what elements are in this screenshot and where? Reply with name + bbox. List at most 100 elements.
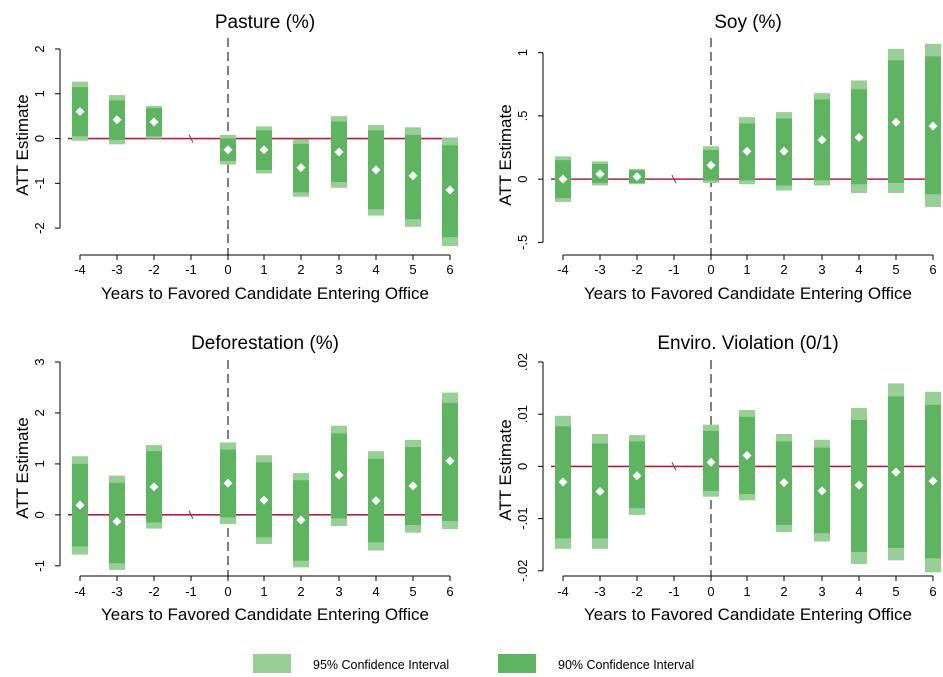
panel-enviro-violation: Enviro. Violation (0/1) ATT Estimate Yea… <box>496 333 941 624</box>
point-estimate <box>891 467 901 477</box>
x-tick-label: 2 <box>780 262 787 277</box>
point-estimate <box>779 478 789 488</box>
plot-area: -1 0 1 2 3 -4 -3 -2 -1 0 1 2 3 4 5 6 <box>32 358 458 599</box>
point-estimate <box>75 500 85 510</box>
y-tick-label: 2 <box>32 45 47 52</box>
x-tick-label: 2 <box>297 262 304 277</box>
point-estimate <box>334 147 344 157</box>
y-tick-label: 1 <box>515 49 530 56</box>
y-tick-label: 1 <box>32 90 47 97</box>
y-tick-label: 2 <box>32 409 47 416</box>
point-estimate <box>445 456 455 466</box>
y-tick-label: 0 <box>515 463 530 470</box>
point-estimate <box>595 486 605 496</box>
x-tick-label: 5 <box>892 262 899 277</box>
point-estimate <box>817 135 827 145</box>
y-axis-label: ATT Estimate <box>13 94 32 195</box>
x-tick-label: -4 <box>557 584 569 599</box>
y-axis-label: ATT Estimate <box>496 419 515 520</box>
point-estimate <box>445 185 455 195</box>
y-tick-label: -.5 <box>515 235 530 250</box>
x-tick-label: 3 <box>335 584 342 599</box>
omitted-period-mark <box>188 510 194 520</box>
legend-label-90: 90% Confidence Interval <box>558 658 694 672</box>
x-tick-label: 6 <box>446 584 453 599</box>
point-estimate <box>334 470 344 480</box>
y-tick-label: -.01 <box>515 507 530 529</box>
x-tick-label: 0 <box>707 262 714 277</box>
x-tick-label: 6 <box>929 262 936 277</box>
point-estimate <box>149 482 159 492</box>
x-tick-label: -1 <box>185 262 197 277</box>
legend: 95% Confidence Interval 90% Confidence I… <box>253 654 694 673</box>
point-estimate <box>928 121 938 131</box>
x-tick-label: 0 <box>224 584 231 599</box>
point-estimate <box>742 450 752 460</box>
legend-swatch-95 <box>253 654 291 673</box>
x-tick-label: 6 <box>446 262 453 277</box>
omitted-period-mark <box>671 174 677 184</box>
point-estimate <box>296 163 306 173</box>
point-estimate <box>558 174 568 184</box>
x-tick-label: 3 <box>335 262 342 277</box>
legend-swatch-90 <box>498 654 536 673</box>
y-tick-label: 0 <box>32 135 47 142</box>
x-tick-label: 4 <box>372 262 379 277</box>
x-tick-label: -4 <box>557 262 569 277</box>
x-tick-label: -2 <box>148 262 160 277</box>
y-tick-label: .01 <box>515 405 530 423</box>
y-tick-label: -1 <box>32 560 47 572</box>
x-tick-label: 4 <box>372 584 379 599</box>
x-tick-label: 4 <box>855 584 862 599</box>
legend-label-95: 95% Confidence Interval <box>313 658 449 672</box>
y-tick-label: -1 <box>32 178 47 190</box>
point-estimate <box>779 146 789 156</box>
panel-title: Pasture (%) <box>215 12 315 33</box>
point-estimate <box>259 495 269 505</box>
panel-deforestation: Deforestation (%) ATT Estimate Years to … <box>13 333 458 624</box>
point-estimate <box>891 117 901 127</box>
x-tick-label: 5 <box>409 262 416 277</box>
x-tick-label: 1 <box>260 262 267 277</box>
x-tick-label: 1 <box>260 584 267 599</box>
x-tick-label: -4 <box>74 262 86 277</box>
point-estimate <box>112 516 122 526</box>
x-tick-label: 3 <box>818 584 825 599</box>
y-tick-label: 3 <box>32 358 47 365</box>
x-tick-label: -3 <box>594 262 606 277</box>
panel-title: Deforestation (%) <box>191 333 339 354</box>
x-tick-label: -3 <box>111 584 123 599</box>
point-estimate <box>706 160 716 170</box>
y-tick-label: 0 <box>32 511 47 518</box>
point-estimate <box>75 107 85 117</box>
omitted-period-mark <box>188 134 194 143</box>
x-tick-label: 2 <box>297 584 304 599</box>
point-estimate <box>928 476 938 486</box>
y-tick-label: -2 <box>32 222 47 234</box>
y-axis-label: ATT Estimate <box>13 417 32 518</box>
x-axis-label: Years to Favored Candidate Entering Offi… <box>101 284 429 303</box>
x-tick-label: -2 <box>631 262 643 277</box>
point-estimate <box>854 132 864 142</box>
x-tick-label: -4 <box>74 584 86 599</box>
panel-soy: Soy (%) ATT Estimate Years to Favored Ca… <box>496 12 941 303</box>
x-tick-label: 5 <box>892 584 899 599</box>
plot-area: -.02 -.01 0 .01 .02 -4 -3 -2 -1 0 1 2 3 4 5 6 <box>515 353 941 599</box>
point-estimate <box>223 478 233 488</box>
x-tick-label: -2 <box>148 584 160 599</box>
x-tick-label: -3 <box>594 584 606 599</box>
panel-pasture: Pasture (%) ATT Estimate Years to Favore… <box>13 12 458 303</box>
x-tick-label: 0 <box>707 584 714 599</box>
x-axis-label: Years to Favored Candidate Entering Offi… <box>101 605 429 624</box>
x-tick-label: 3 <box>818 262 825 277</box>
panel-title: Enviro. Violation (0/1) <box>657 333 838 354</box>
x-tick-label: 5 <box>409 584 416 599</box>
x-tick-label: 6 <box>929 584 936 599</box>
point-estimate <box>259 145 269 155</box>
point-estimate <box>296 515 306 525</box>
x-tick-label: -1 <box>185 584 197 599</box>
point-estimate <box>817 486 827 496</box>
y-tick-label: -.02 <box>515 560 530 582</box>
x-tick-label: -2 <box>631 584 643 599</box>
